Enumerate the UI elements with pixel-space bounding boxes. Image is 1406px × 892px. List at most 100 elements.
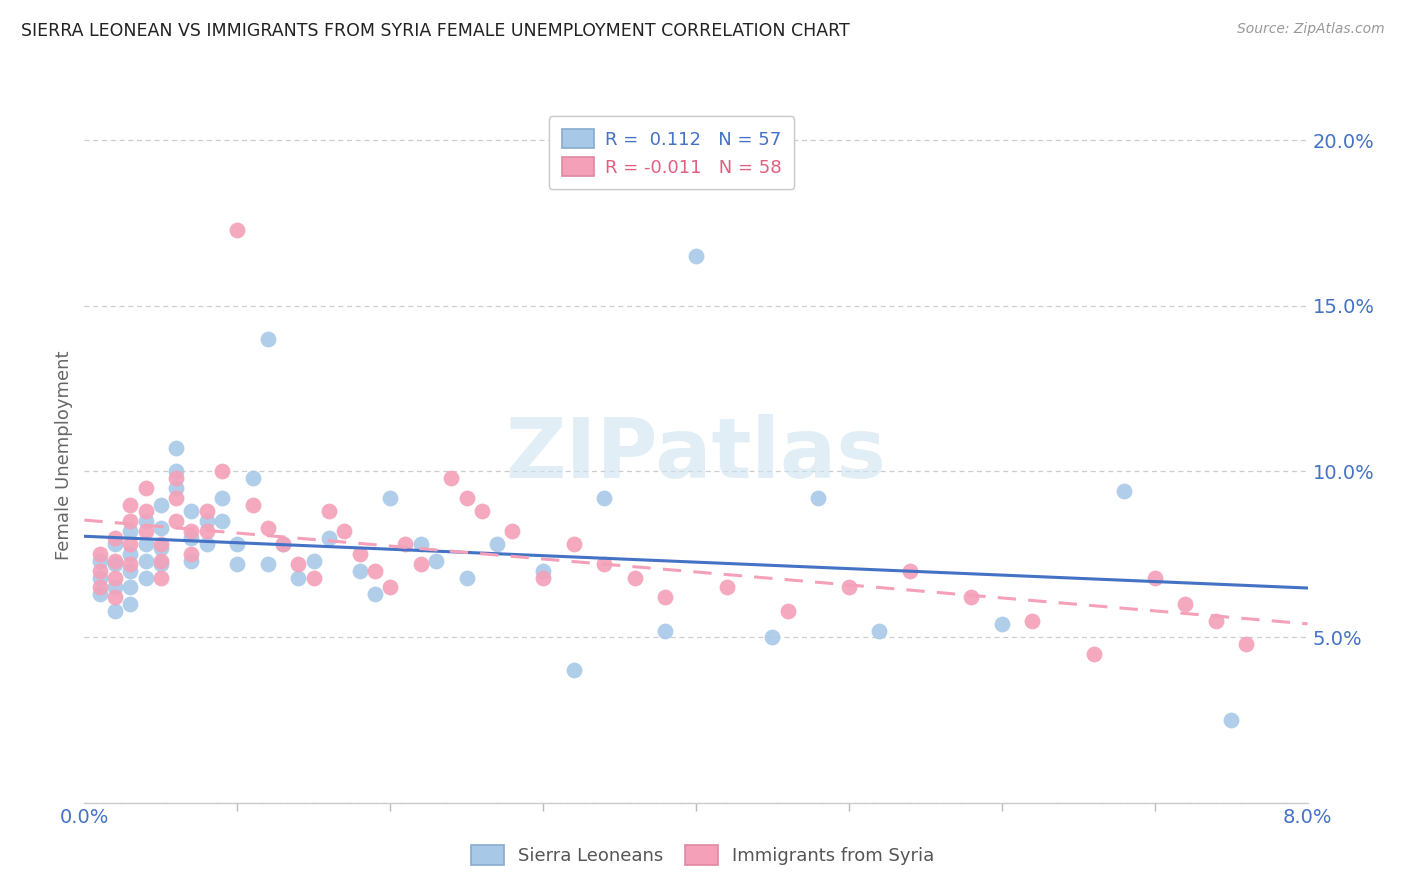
- Point: [456, 570, 478, 584]
- Point: [838, 581, 860, 595]
- Point: [135, 524, 157, 538]
- Point: [149, 541, 172, 555]
- Point: [104, 570, 127, 584]
- Point: [89, 547, 111, 561]
- Point: [271, 537, 294, 551]
- Text: ZIPatlas: ZIPatlas: [506, 415, 886, 495]
- Point: [1143, 570, 1166, 584]
- Point: [104, 537, 127, 551]
- Point: [1220, 713, 1243, 727]
- Point: [211, 514, 233, 528]
- Point: [226, 222, 249, 236]
- Point: [531, 564, 554, 578]
- Point: [149, 498, 172, 512]
- Point: [257, 558, 280, 572]
- Point: [1174, 597, 1197, 611]
- Point: [89, 587, 111, 601]
- Point: [302, 570, 325, 584]
- Point: [149, 558, 172, 572]
- Point: [425, 554, 447, 568]
- Point: [685, 249, 707, 263]
- Point: [486, 537, 509, 551]
- Point: [165, 442, 187, 456]
- Point: [501, 524, 523, 538]
- Point: [120, 547, 142, 561]
- Point: [242, 498, 264, 512]
- Point: [104, 604, 127, 618]
- Point: [807, 491, 830, 505]
- Point: [211, 491, 233, 505]
- Point: [226, 537, 249, 551]
- Point: [120, 558, 142, 572]
- Point: [333, 524, 356, 538]
- Point: [302, 554, 325, 568]
- Point: [349, 564, 371, 578]
- Point: [89, 581, 111, 595]
- Point: [1205, 614, 1227, 628]
- Point: [654, 624, 676, 638]
- Point: [394, 537, 416, 551]
- Point: [165, 481, 187, 495]
- Point: [104, 531, 127, 545]
- Point: [89, 554, 111, 568]
- Point: [135, 570, 157, 584]
- Point: [471, 504, 494, 518]
- Point: [89, 564, 111, 578]
- Point: [149, 554, 172, 568]
- Y-axis label: Female Unemployment: Female Unemployment: [55, 351, 73, 559]
- Point: [456, 491, 478, 505]
- Point: [318, 531, 340, 545]
- Point: [135, 504, 157, 518]
- Point: [531, 570, 554, 584]
- Point: [271, 537, 294, 551]
- Point: [562, 663, 585, 677]
- Point: [624, 570, 647, 584]
- Point: [149, 537, 172, 551]
- Point: [120, 524, 142, 538]
- Point: [593, 558, 616, 572]
- Text: SIERRA LEONEAN VS IMMIGRANTS FROM SYRIA FEMALE UNEMPLOYMENT CORRELATION CHART: SIERRA LEONEAN VS IMMIGRANTS FROM SYRIA …: [21, 22, 849, 40]
- Point: [776, 604, 799, 618]
- Point: [120, 498, 142, 512]
- Point: [1234, 637, 1257, 651]
- Point: [654, 591, 676, 605]
- Point: [195, 514, 218, 528]
- Point: [226, 558, 249, 572]
- Point: [257, 521, 280, 535]
- Point: [165, 471, 187, 485]
- Point: [960, 591, 983, 605]
- Point: [716, 581, 738, 595]
- Point: [380, 581, 402, 595]
- Point: [104, 591, 127, 605]
- Point: [409, 558, 432, 572]
- Point: [593, 491, 616, 505]
- Point: [104, 581, 127, 595]
- Point: [195, 537, 218, 551]
- Point: [180, 524, 202, 538]
- Legend: Sierra Leoneans, Immigrants from Syria: Sierra Leoneans, Immigrants from Syria: [463, 836, 943, 874]
- Point: [165, 514, 187, 528]
- Point: [120, 564, 142, 578]
- Point: [287, 558, 309, 572]
- Point: [242, 471, 264, 485]
- Point: [180, 547, 202, 561]
- Point: [364, 564, 387, 578]
- Point: [89, 570, 111, 584]
- Point: [1021, 614, 1043, 628]
- Point: [562, 537, 585, 551]
- Point: [104, 554, 127, 568]
- Point: [257, 332, 280, 346]
- Point: [761, 630, 783, 644]
- Point: [318, 504, 340, 518]
- Point: [1114, 484, 1136, 499]
- Point: [195, 504, 218, 518]
- Point: [149, 521, 172, 535]
- Point: [135, 514, 157, 528]
- Point: [211, 465, 233, 479]
- Point: [180, 504, 202, 518]
- Point: [380, 491, 402, 505]
- Point: [349, 547, 371, 561]
- Point: [135, 554, 157, 568]
- Point: [120, 597, 142, 611]
- Point: [149, 570, 172, 584]
